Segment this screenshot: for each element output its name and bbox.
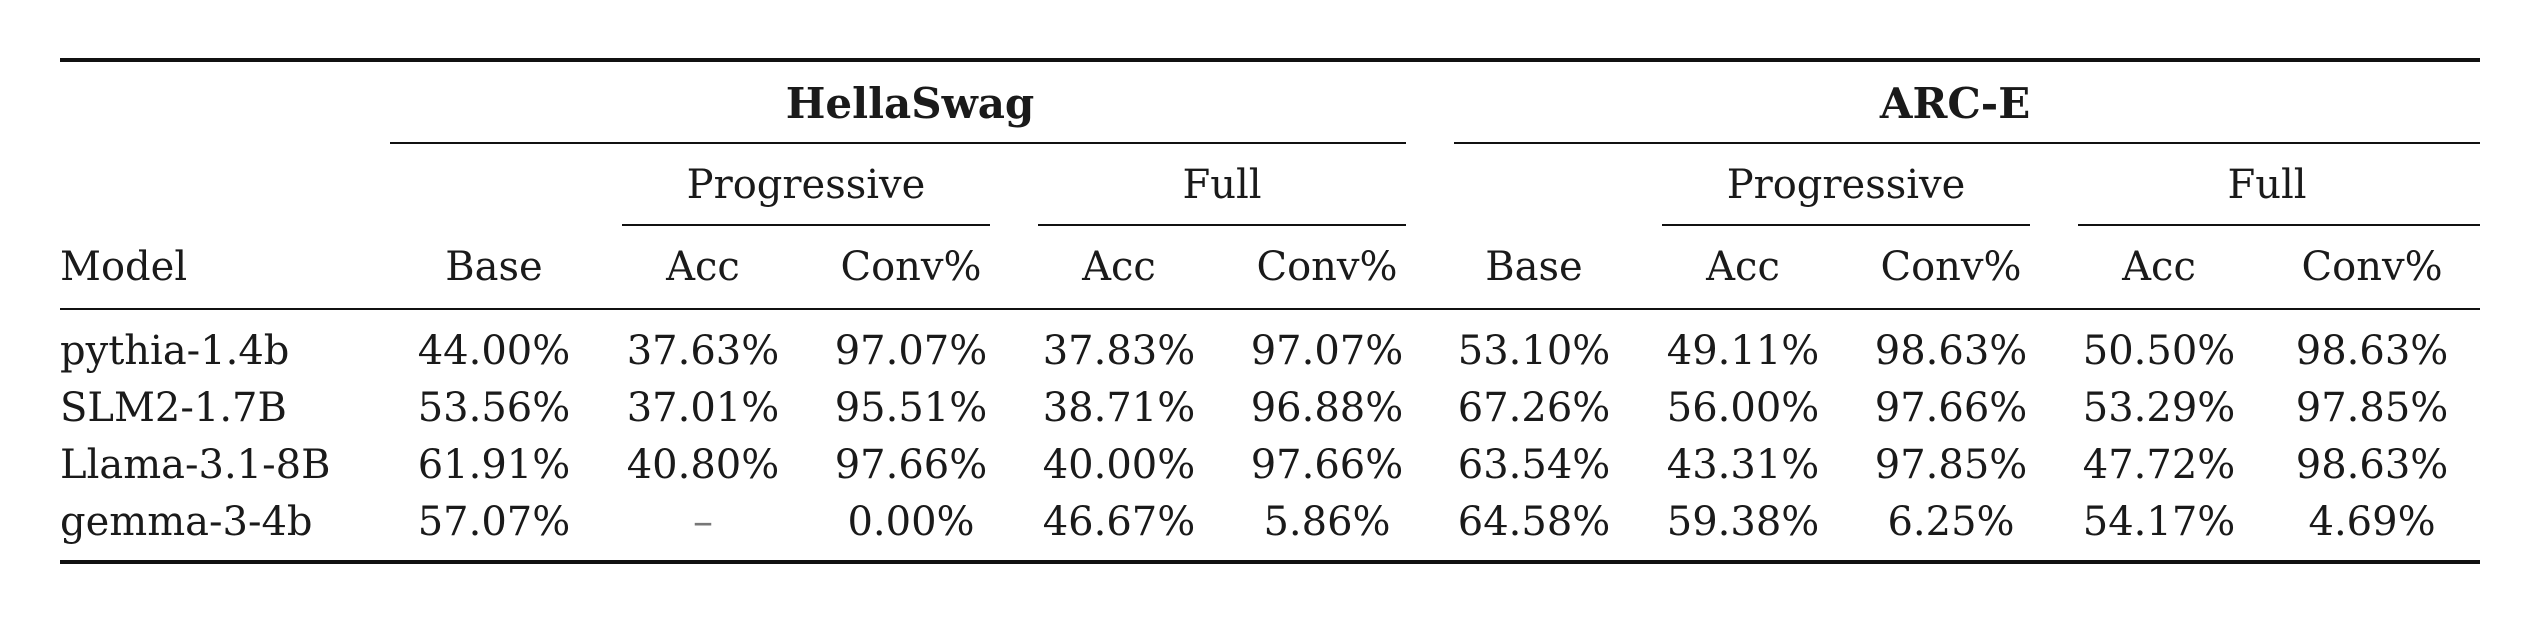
table-cell: 96.88% — [1250, 384, 1404, 431]
subgroup-progressive-arc-e: Progressive — [1638, 144, 2054, 226]
table-cell: 6.25% — [1887, 498, 2015, 545]
table-row: gemma-3-4b 57.07% – 0.00% 46.67% 5.86% 6… — [60, 493, 2481, 562]
table-cell-empty: – — [693, 498, 713, 545]
results-table: HellaSwag ARC-E Progressive Full Progres… — [60, 58, 2481, 564]
table-cell: 40.00% — [1042, 441, 1196, 488]
column-header-acc: Acc — [1706, 244, 1780, 290]
column-header-base: Base — [445, 244, 543, 290]
table-cell: 47.72% — [2082, 441, 2236, 488]
table-cell: 37.01% — [626, 384, 780, 431]
model-name: Llama-3.1-8B — [60, 441, 331, 488]
table-cell: 97.66% — [834, 441, 988, 488]
table-cell: 37.63% — [626, 327, 780, 374]
table-cell: 98.63% — [1874, 327, 2028, 374]
subgroup-progressive-hellaswag: Progressive — [598, 144, 1014, 226]
table-row: SLM2-1.7B 53.56% 37.01% 95.51% 38.71% 96… — [60, 379, 2480, 436]
table-cell: 97.85% — [1874, 441, 2028, 488]
table-cell: 57.07% — [417, 498, 571, 545]
table-cell: 5.86% — [1263, 498, 1391, 545]
table-cell: 97.66% — [1874, 384, 2028, 431]
table-cell: 97.07% — [834, 327, 988, 374]
table-cell: 95.51% — [834, 384, 988, 431]
table-cell: 64.58% — [1457, 498, 1611, 545]
table-row: pythia-1.4b 44.00% 37.63% 97.07% 37.83% … — [60, 309, 2480, 379]
group-header-row: HellaSwag ARC-E — [60, 60, 2481, 144]
table-cell: 67.26% — [1457, 384, 1611, 431]
group-title-arc-e: ARC-E — [1430, 60, 2481, 144]
table-cell: 98.63% — [2295, 441, 2449, 488]
table-cell: 61.91% — [417, 441, 571, 488]
table-cell: 46.67% — [1042, 498, 1196, 545]
table-cell: 53.56% — [417, 384, 571, 431]
table-cell: 43.31% — [1666, 441, 1820, 488]
table-cell: 63.54% — [1457, 441, 1611, 488]
table-cell: 97.85% — [2295, 384, 2449, 431]
table-cell: 40.80% — [626, 441, 780, 488]
table-cell: 44.00% — [417, 327, 571, 374]
table-cell: 53.10% — [1457, 327, 1611, 374]
column-header-row: Model Base Acc Conv% Acc Conv% Base Acc … — [60, 226, 2481, 309]
table-cell: 59.38% — [1666, 498, 1820, 545]
table-cell: 97.07% — [1250, 327, 1404, 374]
table-cell: 97.66% — [1250, 441, 1404, 488]
table-row: Llama-3.1-8B 61.91% 40.80% 97.66% 40.00%… — [60, 436, 2480, 493]
table-cell: 53.29% — [2082, 384, 2236, 431]
column-header-conv: Conv% — [2301, 244, 2443, 290]
results-table-container: HellaSwag ARC-E Progressive Full Progres… — [60, 58, 2481, 564]
table-cell: 98.63% — [2295, 327, 2449, 374]
table-cell: 50.50% — [2082, 327, 2236, 374]
column-header-base: Base — [1485, 244, 1583, 290]
subgroup-header-row: Progressive Full Progressive Full — [60, 144, 2481, 226]
table-cell: 38.71% — [1042, 384, 1196, 431]
column-header-model: Model — [60, 244, 188, 290]
subgroup-full-hellaswag: Full — [1014, 144, 1430, 226]
table-cell: 56.00% — [1666, 384, 1820, 431]
column-header-acc: Acc — [1082, 244, 1156, 290]
model-name: gemma-3-4b — [60, 498, 313, 545]
model-name: SLM2-1.7B — [60, 384, 287, 431]
table-cell: 37.83% — [1042, 327, 1196, 374]
column-header-conv: Conv% — [840, 244, 982, 290]
group-title-hellaswag: HellaSwag — [390, 60, 1430, 144]
table-cell: 0.00% — [847, 498, 975, 545]
column-header-acc: Acc — [666, 244, 740, 290]
table-cell: 4.69% — [2308, 498, 2436, 545]
column-header-acc: Acc — [2122, 244, 2196, 290]
table-cell: 49.11% — [1666, 327, 1820, 374]
column-header-conv: Conv% — [1880, 244, 2022, 290]
table-cell: 54.17% — [2082, 498, 2236, 545]
model-name: pythia-1.4b — [60, 327, 290, 374]
column-header-conv: Conv% — [1256, 244, 1398, 290]
subgroup-full-arc-e: Full — [2054, 144, 2481, 226]
